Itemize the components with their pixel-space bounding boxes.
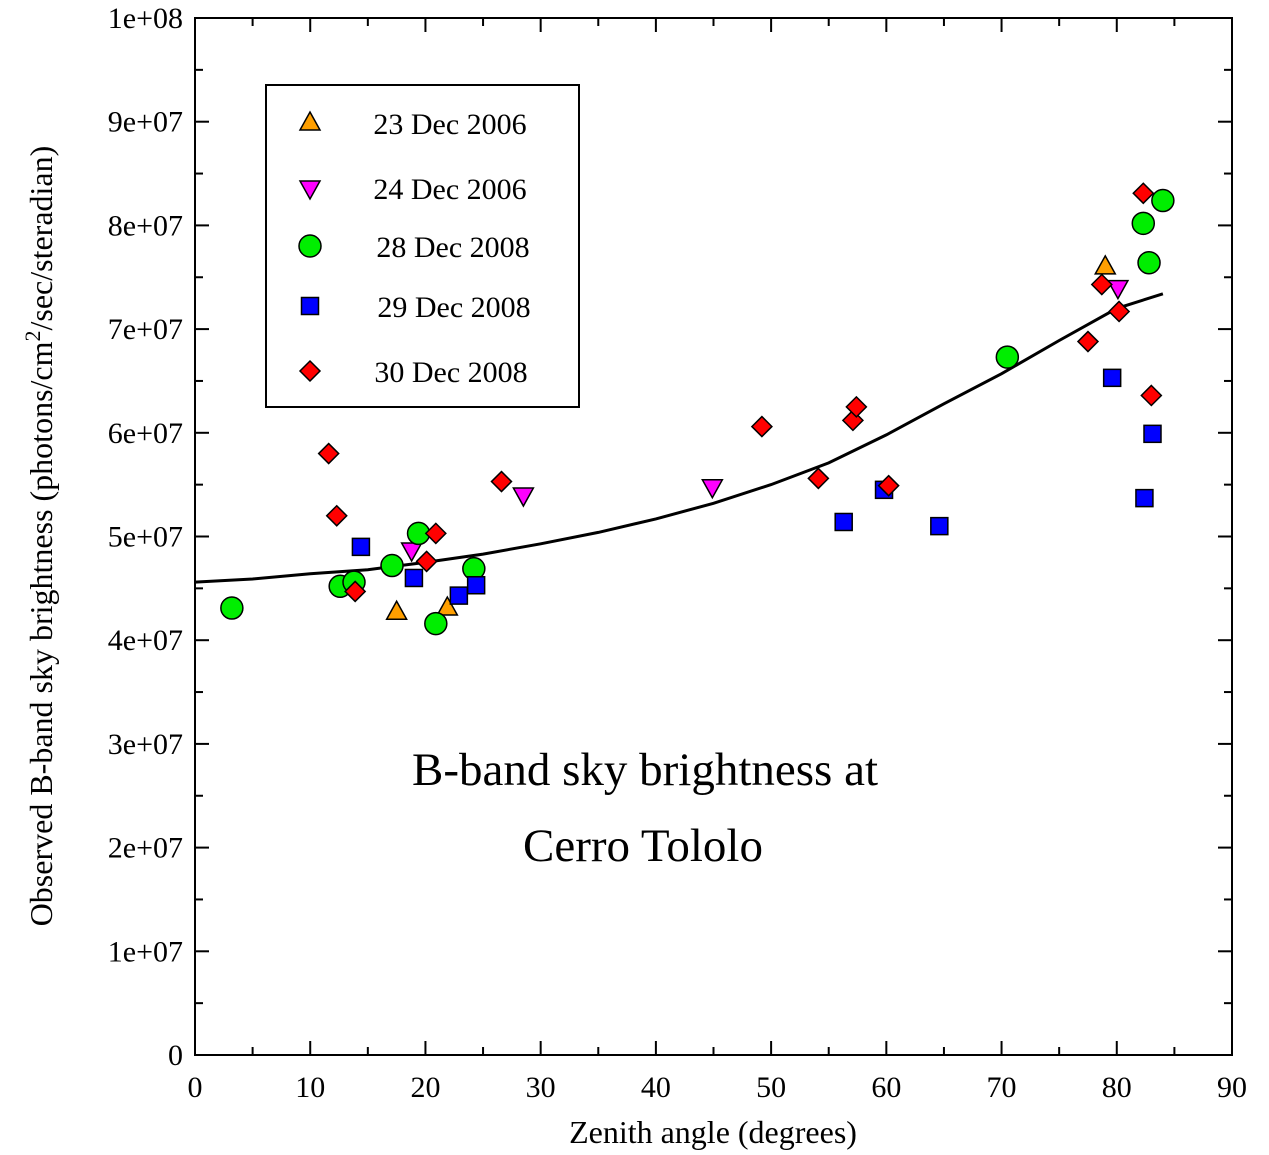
- legend: 23 Dec 2006 24 Dec 2006 28 Dec 2008 29 Dec …: [265, 84, 580, 408]
- data-point: [834, 512, 853, 532]
- data-point: [1151, 188, 1175, 213]
- data-point: [750, 415, 773, 438]
- data-point: [1137, 250, 1161, 275]
- data-point: [415, 550, 438, 573]
- data-point: [424, 611, 448, 636]
- data-point: [877, 474, 900, 497]
- axis-ticks: [194, 17, 1233, 1056]
- legend-marker: [298, 234, 322, 258]
- y-tick-label: 4e+07: [108, 624, 183, 657]
- data-point: [701, 478, 724, 500]
- x-tick-label: 90: [1217, 1071, 1247, 1104]
- data-point: [1140, 384, 1163, 407]
- data-point: [1131, 211, 1156, 236]
- data-point: [807, 467, 830, 490]
- legend-label: 23 Dec 2006: [373, 108, 526, 141]
- data-point: [449, 586, 469, 605]
- legend-label: 29 Dec 2008: [377, 291, 530, 324]
- y-tick-label: 1e+07: [108, 935, 183, 968]
- x-tick-label: 60: [871, 1071, 901, 1104]
- data-point: [344, 580, 367, 603]
- data-point: [351, 537, 371, 557]
- legend-entries: 23 Dec 2006 24 Dec 2006 28 Dec 2008 29 Dec …: [298, 108, 531, 389]
- x-tick-label: 0: [188, 1071, 203, 1104]
- data-point: [424, 522, 447, 545]
- data-point: [512, 487, 535, 508]
- x-tick-label: 10: [295, 1071, 325, 1104]
- y-tick-label: 1e+08: [108, 2, 183, 35]
- legend-marker: [298, 359, 322, 383]
- legend-marker: [298, 110, 322, 131]
- data-point: [220, 596, 244, 620]
- y-axis-label: Observed B-band sky brightness (photons/…: [20, 146, 59, 927]
- x-tick-label: 70: [987, 1071, 1017, 1104]
- y-tick-label: 3e+07: [108, 728, 183, 761]
- data-point: [404, 568, 424, 588]
- data-point: [995, 345, 1020, 369]
- y-tick-label: 7e+07: [108, 313, 183, 346]
- data-point: [1143, 424, 1162, 444]
- data-point: [380, 553, 404, 578]
- data-points: [220, 182, 1175, 636]
- annotation-line-1: B-band sky brightness at: [412, 744, 878, 796]
- series-3: [351, 368, 1162, 605]
- x-tick-label: 80: [1102, 1071, 1132, 1104]
- legend-marker: [298, 180, 322, 201]
- data-point: [317, 442, 340, 465]
- x-tick-label: 30: [526, 1071, 556, 1104]
- data-point: [325, 504, 348, 527]
- series-1: [400, 279, 1130, 563]
- data-point: [845, 395, 868, 418]
- x-tick-label: 40: [641, 1071, 671, 1104]
- data-point: [466, 575, 486, 595]
- data-point: [1090, 273, 1113, 296]
- data-point: [400, 542, 423, 563]
- data-point: [385, 599, 408, 620]
- data-point: [1102, 368, 1122, 388]
- data-point: [1076, 330, 1100, 353]
- y-tick-label: 5e+07: [108, 521, 183, 554]
- x-tick-label: 20: [410, 1071, 440, 1104]
- y-tick-labels: 0 1e+07 2e+07 3e+07 4e+07 5e+07 6e+07 7e+07 8e+0…: [108, 2, 183, 1072]
- y-tick-label: 8e+07: [108, 209, 183, 242]
- y-tick-label: 6e+07: [108, 417, 183, 450]
- legend-label: 28 Dec 2008: [376, 231, 529, 264]
- y-axis-label-main: Observed B-band sky brightness (photons/…: [23, 341, 59, 926]
- series-0: [385, 254, 1117, 620]
- x-axis-label: Zenith angle (degrees): [569, 1114, 857, 1150]
- data-point: [1132, 182, 1155, 205]
- legend-label: 24 Dec 2006: [373, 173, 526, 206]
- data-point: [490, 470, 513, 493]
- series-4: [317, 182, 1163, 603]
- annotation-line-2: Cerro Tololo: [523, 820, 763, 872]
- series-2: [220, 188, 1175, 636]
- y-tick-label: 0: [168, 1039, 183, 1072]
- y-axis-label-tail: /sec/steradian): [23, 146, 59, 331]
- y-tick-label: 2e+07: [108, 832, 183, 865]
- x-tick-labels: 0 10 20 30 40 50 60 70 80 90: [188, 1071, 1248, 1104]
- data-point: [1135, 488, 1154, 508]
- legend-label: 30 Dec 2008: [374, 356, 527, 389]
- x-tick-label: 50: [756, 1071, 786, 1104]
- data-point: [1108, 300, 1131, 323]
- legend-marker: [300, 296, 320, 316]
- data-point: [436, 595, 459, 616]
- y-axis-label-superscript: 2: [20, 330, 45, 341]
- y-tick-label: 9e+07: [108, 106, 183, 139]
- data-point: [930, 516, 949, 536]
- data-point: [1106, 279, 1130, 301]
- data-point: [1093, 254, 1117, 275]
